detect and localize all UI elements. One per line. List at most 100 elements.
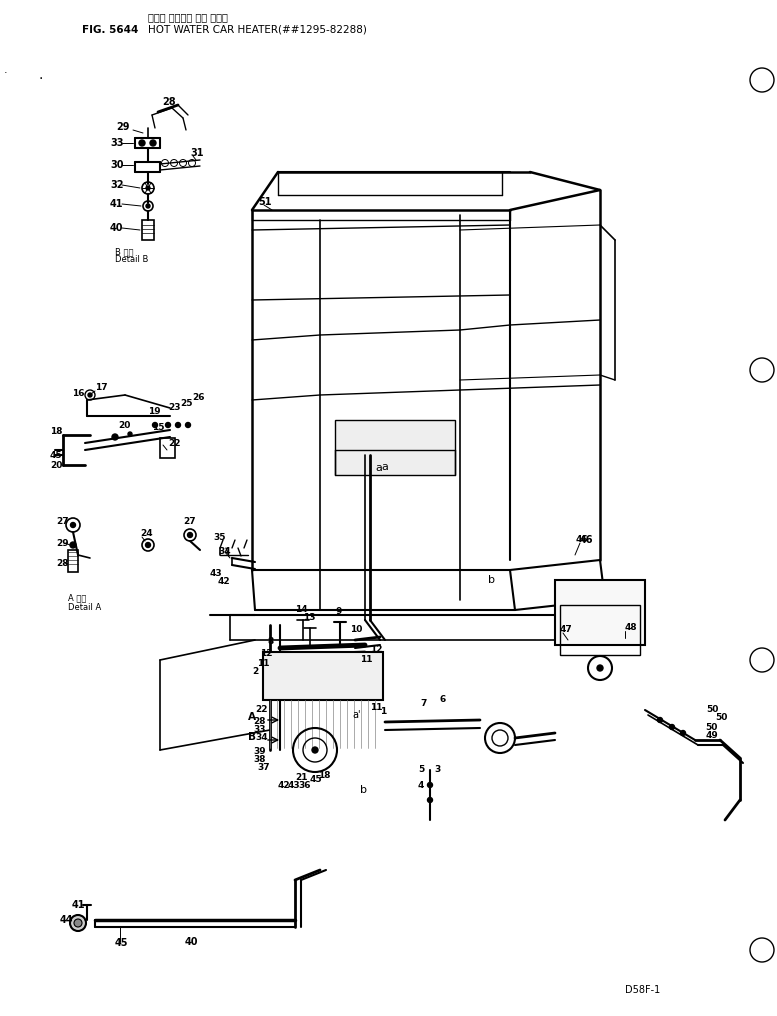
- Text: 45: 45: [115, 938, 128, 948]
- Text: 11: 11: [370, 703, 382, 712]
- Circle shape: [88, 393, 92, 397]
- Text: 46: 46: [576, 535, 589, 545]
- Text: 4: 4: [418, 780, 424, 789]
- Text: 37: 37: [257, 763, 270, 772]
- Text: a: a: [382, 462, 388, 472]
- Text: 9: 9: [335, 608, 341, 617]
- Text: 34: 34: [255, 734, 267, 743]
- Text: 28: 28: [56, 559, 68, 568]
- Text: 39: 39: [253, 748, 266, 757]
- Circle shape: [427, 782, 433, 787]
- Text: 19: 19: [148, 407, 161, 417]
- Text: 45: 45: [50, 451, 63, 460]
- Circle shape: [681, 731, 685, 736]
- Bar: [160, 438, 175, 458]
- Text: 20: 20: [50, 460, 62, 469]
- Text: 10: 10: [350, 626, 362, 635]
- Text: 22: 22: [168, 439, 180, 447]
- Circle shape: [71, 522, 75, 527]
- Text: 12: 12: [260, 648, 273, 657]
- Text: 26: 26: [192, 393, 204, 402]
- Circle shape: [166, 423, 170, 428]
- Text: a': a': [352, 710, 361, 720]
- Circle shape: [657, 717, 663, 722]
- Bar: [263, 652, 383, 700]
- Circle shape: [128, 432, 132, 436]
- Text: FIG. 5644: FIG. 5644: [82, 25, 138, 35]
- Text: a: a: [375, 463, 382, 473]
- Text: D58F-1: D58F-1: [625, 985, 660, 995]
- Circle shape: [670, 724, 674, 729]
- Text: 29: 29: [116, 122, 130, 132]
- Text: 47: 47: [560, 626, 573, 635]
- Text: 22: 22: [255, 705, 267, 714]
- Text: A: A: [248, 712, 256, 722]
- Text: 23: 23: [168, 403, 180, 412]
- Text: 13: 13: [303, 614, 315, 623]
- Text: 50: 50: [706, 705, 719, 714]
- Bar: [335, 420, 455, 475]
- Text: 42: 42: [278, 781, 291, 790]
- Text: 17: 17: [95, 383, 108, 392]
- Text: Detail A: Detail A: [68, 602, 101, 612]
- Text: 1: 1: [380, 707, 386, 716]
- Text: 27: 27: [56, 517, 68, 526]
- Circle shape: [139, 140, 145, 146]
- Text: 11: 11: [257, 658, 270, 668]
- Text: 31: 31: [190, 148, 204, 158]
- Text: 28: 28: [253, 717, 266, 726]
- Text: 25: 25: [180, 398, 193, 407]
- Text: 16: 16: [72, 388, 85, 397]
- Text: Detail B: Detail B: [115, 255, 148, 264]
- Circle shape: [427, 798, 433, 803]
- Text: A 詳細: A 詳細: [68, 593, 86, 602]
- Circle shape: [187, 532, 193, 537]
- Text: 41: 41: [72, 900, 85, 910]
- Text: 30: 30: [110, 160, 124, 170]
- Text: 34: 34: [218, 548, 231, 557]
- Circle shape: [176, 423, 180, 428]
- Text: 14: 14: [295, 606, 308, 615]
- Text: 12: 12: [370, 645, 382, 654]
- Text: 48: 48: [625, 624, 638, 633]
- Text: 51: 51: [258, 197, 271, 207]
- Text: 2: 2: [252, 668, 258, 677]
- Text: 6: 6: [440, 696, 446, 704]
- Text: 41: 41: [110, 199, 124, 209]
- Text: 43: 43: [210, 569, 223, 577]
- Circle shape: [152, 423, 158, 428]
- Text: ホット ウォータ カー ヒータ: ホット ウォータ カー ヒータ: [148, 12, 228, 22]
- Circle shape: [145, 543, 151, 548]
- Text: HOT WATER CAR HEATER(##1295-82288): HOT WATER CAR HEATER(##1295-82288): [148, 25, 367, 35]
- Text: 36: 36: [298, 781, 311, 790]
- Circle shape: [146, 204, 150, 208]
- Text: 33: 33: [253, 725, 266, 735]
- Text: 20: 20: [118, 422, 131, 431]
- Text: 32: 32: [110, 180, 124, 190]
- Bar: [555, 580, 645, 645]
- Bar: [560, 605, 640, 655]
- Text: 40: 40: [110, 223, 124, 233]
- Text: B 詳細: B 詳細: [115, 248, 134, 256]
- Text: 40: 40: [185, 937, 198, 947]
- Text: 5: 5: [418, 765, 424, 774]
- Text: 18: 18: [318, 770, 330, 779]
- Circle shape: [150, 140, 156, 146]
- Circle shape: [146, 186, 150, 190]
- Text: 35: 35: [213, 532, 225, 542]
- Circle shape: [597, 665, 603, 671]
- Text: 3: 3: [434, 765, 441, 774]
- Text: 33: 33: [110, 138, 124, 148]
- Circle shape: [70, 542, 76, 548]
- Text: 8: 8: [268, 636, 274, 645]
- Text: 49: 49: [706, 731, 719, 740]
- Text: 50: 50: [715, 713, 727, 722]
- Text: 7: 7: [420, 699, 427, 708]
- Text: 27: 27: [183, 517, 196, 526]
- Text: 21: 21: [295, 773, 308, 782]
- Text: 43: 43: [288, 781, 301, 790]
- Text: B: B: [248, 732, 256, 742]
- Text: 18: 18: [50, 428, 62, 437]
- Circle shape: [70, 915, 86, 931]
- Text: 50: 50: [705, 723, 717, 733]
